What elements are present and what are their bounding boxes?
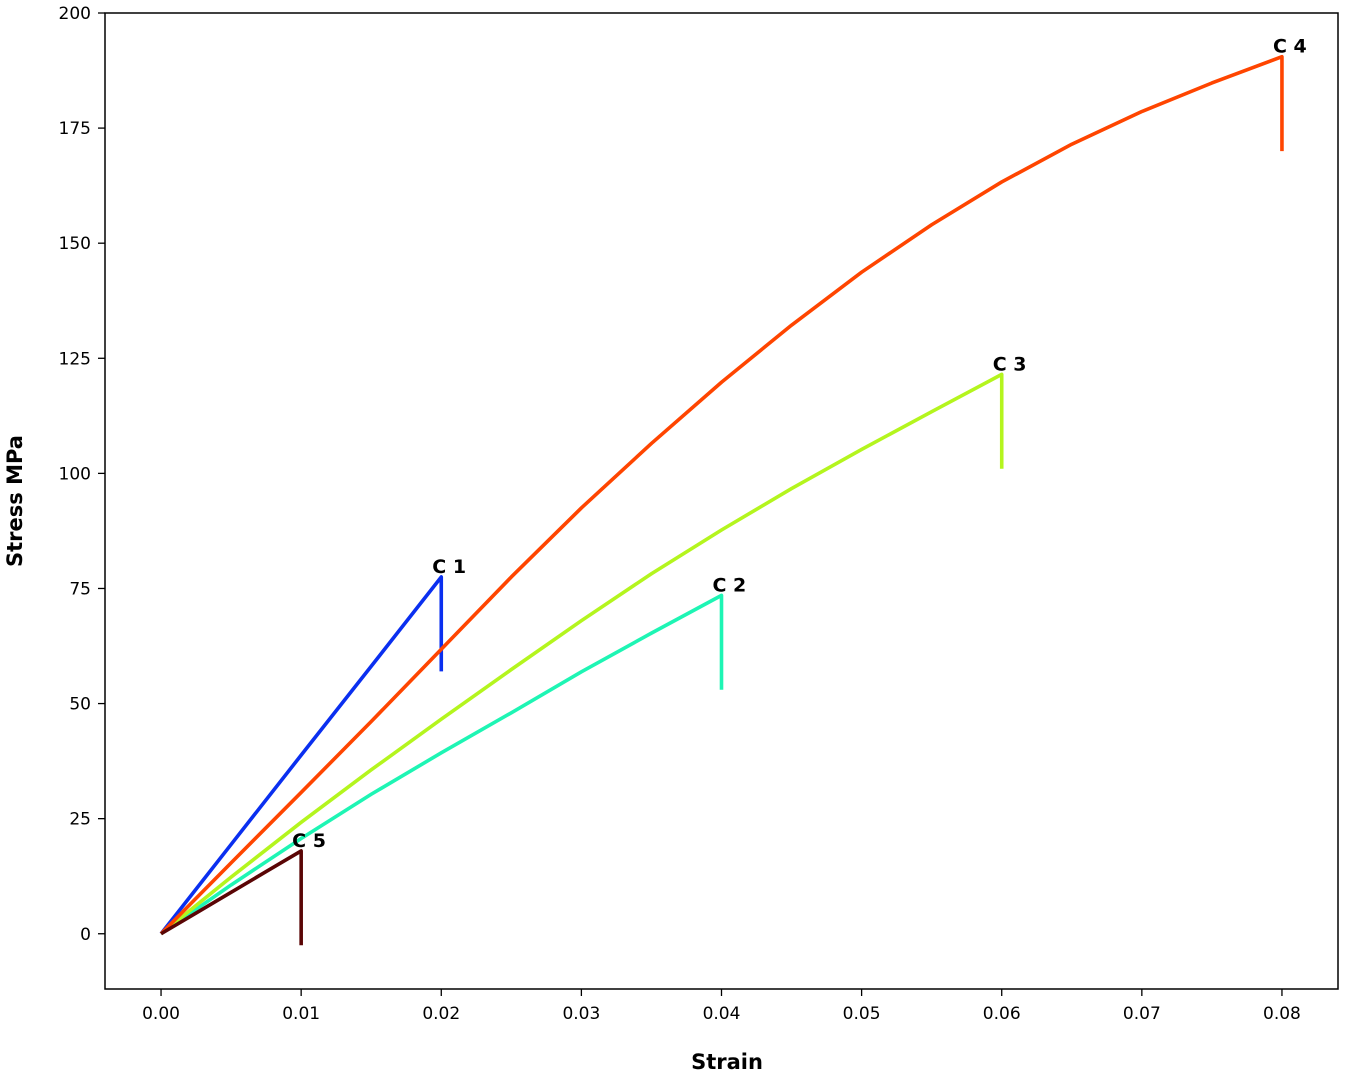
- series-label-5: C 5: [292, 830, 326, 852]
- series-layer: [159, 54, 1284, 946]
- x-tick-label: 0.00: [142, 1004, 180, 1024]
- series-line-3: [159, 372, 1004, 936]
- y-tick-label: 25: [69, 810, 91, 830]
- x-tick-label: 0.01: [282, 1004, 320, 1024]
- series-line-2: [160, 593, 724, 936]
- y-tick-label: 150: [59, 234, 91, 254]
- y-tick-label: 125: [59, 349, 91, 369]
- x-axis-label: Strain: [691, 1050, 763, 1074]
- y-tick-label: 75: [69, 579, 91, 599]
- series-label-3: C 3: [993, 353, 1027, 375]
- series-label-4: C 4: [1273, 36, 1307, 58]
- y-axis: 0 25 50 75 100 125 150 175 200: [59, 4, 105, 945]
- y-tick-label: 0: [80, 925, 91, 945]
- series-line-5: [160, 849, 303, 946]
- x-tick-label: 0.02: [422, 1004, 460, 1024]
- plot-frame: [104, 12, 1339, 990]
- x-axis: 0.00 0.01 0.02 0.03 0.04 0.05 0.06 0.07 0.08: [142, 989, 1301, 1024]
- series-labels: C 1 C 2 C 3 C 4 C 5: [292, 36, 1307, 852]
- x-tick-label: 0.05: [843, 1004, 881, 1024]
- series-label-2: C 2: [713, 574, 747, 596]
- x-tick-label: 0.07: [1123, 1004, 1161, 1024]
- series-line-1: [159, 575, 444, 935]
- y-tick-label: 200: [59, 4, 91, 24]
- y-tick-label: 100: [59, 464, 91, 484]
- y-axis-label: Stress MPa: [3, 435, 27, 567]
- x-tick-label: 0.08: [1263, 1004, 1301, 1024]
- x-tick-label: 0.03: [562, 1004, 600, 1024]
- plot-area: [105, 13, 1338, 989]
- y-tick-label: 50: [69, 695, 91, 715]
- series-label-1: C 1: [432, 556, 466, 578]
- series-line-4: [159, 54, 1284, 936]
- x-tick-label: 0.06: [983, 1004, 1021, 1024]
- x-tick-label: 0.04: [703, 1004, 741, 1024]
- y-tick-label: 175: [59, 119, 91, 139]
